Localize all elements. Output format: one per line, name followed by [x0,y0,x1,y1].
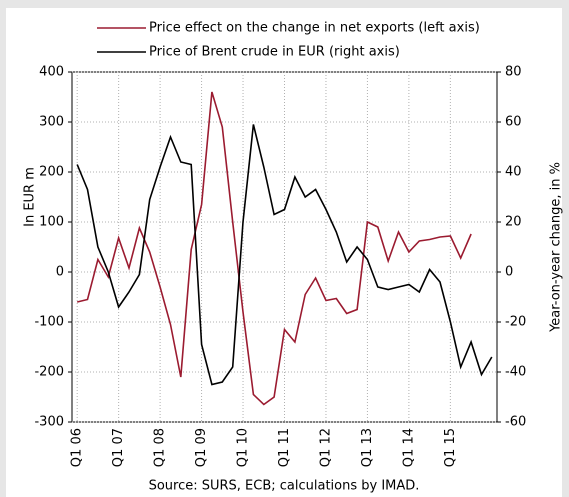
y2-tick-label: -60 [505,415,526,430]
y2-tick-label: 0 [505,265,513,280]
y2-tick-label: 80 [505,65,522,80]
legend-label: Price effect on the change in net export… [149,21,480,36]
x-tick-label: Q1 14 [401,428,416,467]
series-line [77,91,472,406]
y-tick-label: -200 [34,365,64,380]
y-tick-label: -300 [34,415,64,430]
y2-tick-label: 20 [505,215,522,230]
series-line [76,124,493,386]
y2-tick-label: 60 [505,115,522,130]
y2-tick-label: 40 [505,165,522,180]
y-tick-label: 100 [39,215,64,230]
legend-label: Price of Brent crude in EUR (right axis) [149,45,400,60]
x-tick-label: Q1 09 [194,428,209,467]
y-tick-label: 300 [39,115,64,130]
x-tick-label: Q1 11 [277,428,292,467]
x-tick-label: Q1 07 [111,428,126,467]
y2-tick-label: -40 [505,365,526,380]
y-axis-label: In EUR m [23,167,38,227]
y2-tick-label: -20 [505,315,526,330]
x-tick-label: Q1 08 [153,428,168,467]
x-tick-label: Q1 06 [70,428,85,467]
x-tick-label: Q1 15 [443,428,458,467]
y-tick-label: 400 [39,65,64,80]
y-tick-label: -100 [34,315,64,330]
y-tick-label: 200 [39,165,64,180]
source-note: Source: SURS, ECB; calculations by IMAD. [149,479,420,494]
y-tick-label: 0 [56,265,64,280]
y2-axis-label: Year-on-year change, in % [549,162,564,333]
x-tick-label: Q1 10 [236,428,251,467]
x-tick-label: Q1 12 [318,428,333,467]
x-tick-label: Q1 13 [360,428,375,467]
